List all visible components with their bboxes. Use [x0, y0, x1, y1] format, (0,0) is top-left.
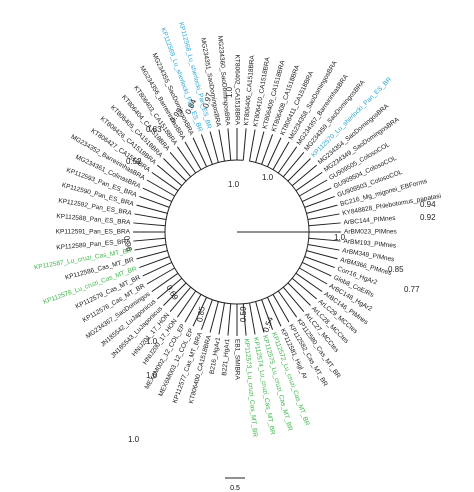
backbone-arc [164, 159, 310, 305]
leaf-branch [134, 244, 167, 251]
leaf-label: ArBC144_PIMnes [343, 215, 396, 227]
leaf-branch [261, 134, 274, 165]
leaf-branch [157, 277, 183, 300]
leaf-branch [306, 250, 338, 260]
leaf-branch [242, 303, 247, 336]
leaf-branch [151, 272, 179, 293]
leaf-branch [291, 164, 317, 187]
leaf-branch [139, 195, 170, 208]
leaf-branch [277, 146, 298, 174]
support-value: 1.0 [225, 86, 234, 98]
leaf-branch [184, 141, 202, 170]
leaf-branch [302, 187, 332, 203]
leaf-branch [272, 141, 290, 170]
support-value: 1.0 [334, 233, 346, 242]
leaf-label: B221_HgAr1 [221, 338, 231, 376]
leaf-branch [295, 272, 323, 293]
leaf-branch [266, 297, 282, 327]
leaf-branch [176, 146, 197, 174]
leaf-branch [218, 302, 225, 335]
leaf-branch [242, 128, 247, 161]
support-value: 0.97 [201, 91, 214, 109]
support-value: 0.52 [126, 157, 142, 166]
leaf-branch [192, 297, 208, 327]
support-value: 1.0 [128, 435, 140, 444]
leaf-label: EB1_SMIBRA [233, 339, 240, 380]
leaf-branch [209, 131, 219, 163]
support-value: 0.92 [420, 213, 436, 222]
leaf-branch [136, 250, 168, 260]
support-value: 1.0 [146, 371, 158, 380]
leaf-branch [308, 222, 341, 227]
support-value: 0.77 [404, 285, 420, 294]
leaf-branch [282, 152, 305, 178]
leaf-branch [277, 290, 298, 318]
leaf-branch [299, 179, 328, 197]
support-value: 1.0 [228, 180, 240, 189]
support-value: 0.54 [261, 315, 275, 333]
leaf-branch [200, 299, 213, 330]
leaf-branch [299, 267, 328, 285]
leaf-branch [266, 137, 282, 167]
leaf-branch [306, 204, 338, 214]
leaf-branch [163, 158, 187, 182]
leaf-branch [142, 261, 172, 277]
leaf-branch [227, 303, 232, 336]
leaf-branch [287, 282, 311, 306]
leaf-label: ArBM193_PIMnes [343, 238, 397, 250]
support-value: 1.0 [262, 173, 274, 182]
leaf-branch [146, 267, 175, 285]
support-value: 0.85 [195, 305, 207, 322]
leaf-branch [157, 164, 183, 187]
leaf-branch [295, 171, 323, 192]
leaf-label: KP112591_Pan_ES_BRA [56, 229, 131, 236]
leaf-branch [261, 299, 274, 330]
support-value: 1.0 [146, 337, 158, 346]
leaf-branch [308, 237, 341, 242]
leaf-branch [146, 179, 175, 197]
support-value: 0.83 [146, 125, 162, 134]
leaf-branch [304, 195, 335, 208]
leaf-branch [169, 286, 192, 312]
leaf-branch [169, 152, 192, 178]
leaf-branch [272, 294, 290, 323]
leaf-branch [192, 137, 208, 167]
leaf-branch [255, 131, 265, 163]
leaf-branch [184, 294, 202, 323]
leaf-branch [302, 261, 332, 277]
support-value: 0.96 [122, 235, 134, 252]
leaf-branch [304, 256, 335, 269]
leaf-branch [307, 244, 340, 251]
leaf-branch [218, 129, 225, 162]
leaf-branch [163, 282, 187, 306]
leaf-branch [249, 302, 256, 335]
leaf-branch [307, 213, 340, 220]
leaf-branch [176, 290, 197, 318]
leaf-branch [287, 158, 311, 182]
support-value: 0.59 [239, 306, 248, 322]
leaf-branch [200, 134, 213, 165]
leaf-branch [227, 128, 232, 161]
leaf-branch [151, 171, 179, 192]
leaf-branch [249, 129, 256, 162]
support-value: 0.85 [388, 265, 404, 274]
support-value: 0.69 [164, 284, 180, 302]
leaf-branch [255, 301, 265, 333]
leaf-branch [136, 204, 168, 214]
support-value: 0.94 [420, 200, 436, 209]
leaf-branch [133, 222, 166, 227]
leaf-branch [282, 286, 305, 312]
leaf-branch [291, 277, 317, 300]
leaf-branch [133, 237, 166, 242]
leaf-label: ArBM023_PIMnes [344, 229, 397, 236]
scale-label: 0.5 [230, 485, 240, 492]
leaf-branch [134, 213, 167, 220]
leaf-branch [139, 256, 170, 269]
leaf-branch [142, 187, 172, 203]
leaf-branch [209, 301, 219, 333]
leaf-label: KT806402_CA1518BRA [233, 55, 240, 126]
